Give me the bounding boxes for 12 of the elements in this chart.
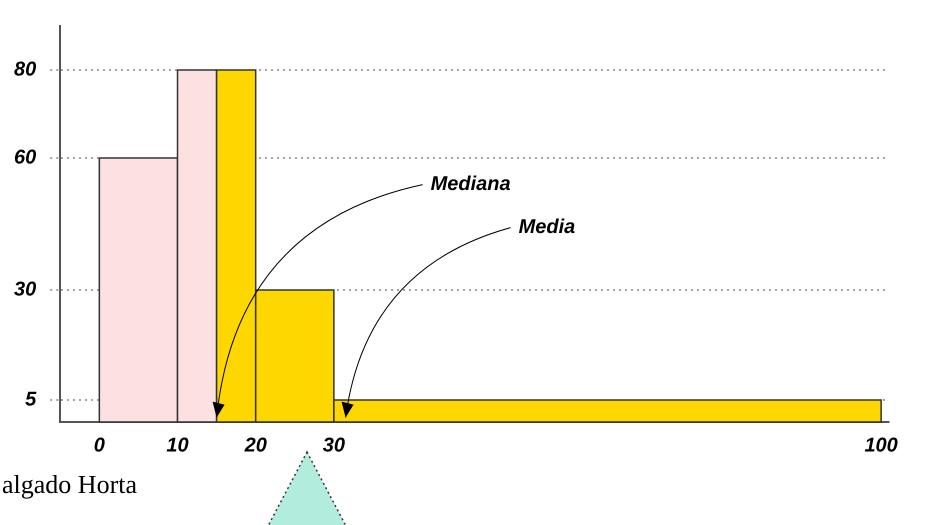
annotation: Media: [518, 216, 576, 238]
x-tick-label: 100: [864, 434, 898, 457]
x-tick-label: 0: [94, 434, 105, 457]
y-tick-label: 60: [14, 146, 36, 169]
annotation: Mediana: [430, 173, 511, 196]
text: algado Horta: [2, 470, 138, 500]
x-tick-label: 10: [166, 434, 189, 457]
x-tick-label: 20: [244, 434, 267, 457]
y-tick-label: 30: [14, 278, 36, 301]
y-tick-label: 80: [14, 58, 36, 81]
y-tick-label: 5: [25, 388, 38, 411]
x-tick-label: 30: [322, 434, 345, 457]
